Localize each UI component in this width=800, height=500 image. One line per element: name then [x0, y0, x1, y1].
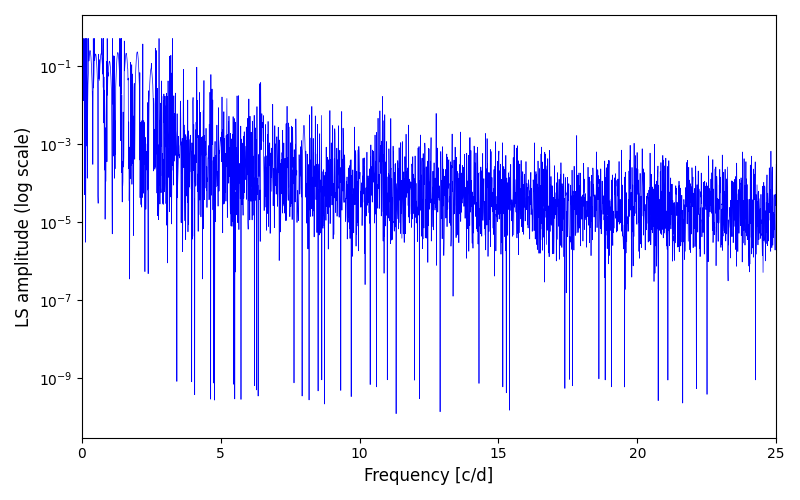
X-axis label: Frequency [c/d]: Frequency [c/d] [364, 467, 494, 485]
Y-axis label: LS amplitude (log scale): LS amplitude (log scale) [15, 126, 33, 326]
